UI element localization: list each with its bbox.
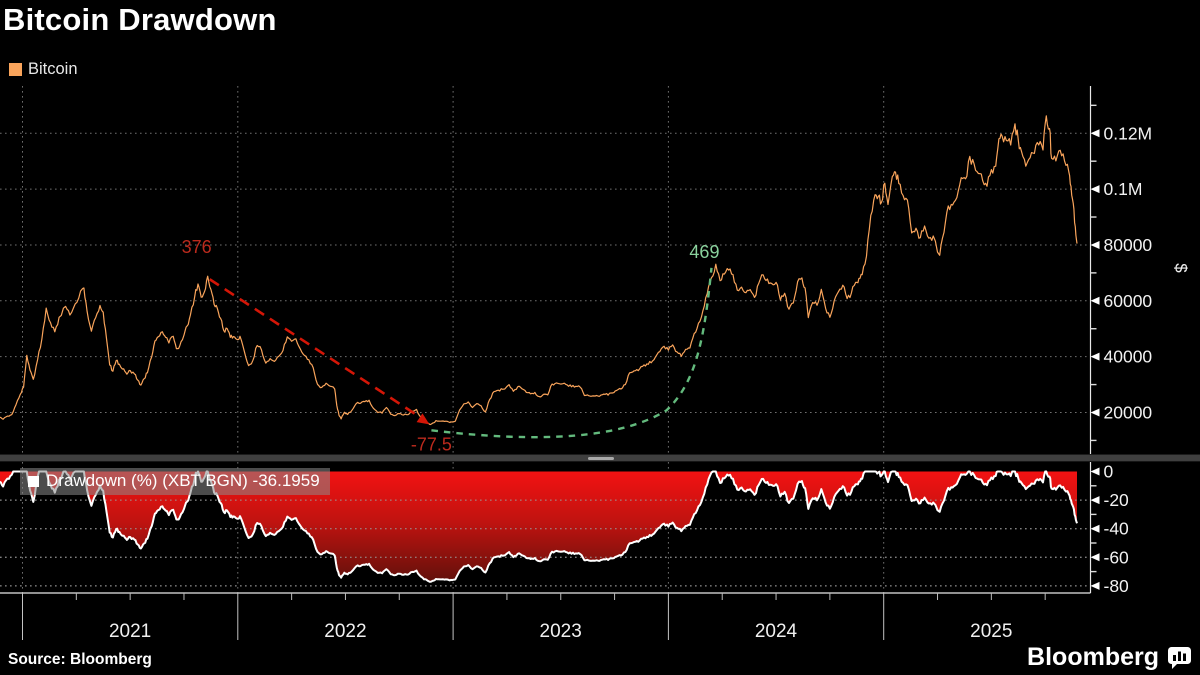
price-minor-tick xyxy=(1090,383,1097,386)
drawdown-minor-tick xyxy=(1090,570,1097,573)
price-minor-tick xyxy=(1090,104,1097,107)
year-label: 2022 xyxy=(324,621,366,642)
year-label: 2021 xyxy=(109,621,151,642)
drawdown-tick-label: -20 xyxy=(1104,490,1130,510)
price-minor-tick xyxy=(1090,272,1097,274)
divider-drag-handle[interactable] xyxy=(588,457,614,460)
price-minor-tick xyxy=(1090,328,1097,330)
bloomberg-logo-text: Bloomberg xyxy=(1027,643,1159,671)
price-legend-label: Bitcoin xyxy=(28,60,78,78)
price-minor-tick xyxy=(1090,160,1097,162)
price-axis-unit-label: $ xyxy=(1171,263,1191,273)
decline-dashed-line xyxy=(208,278,425,421)
bloomberg-logo-icon xyxy=(1168,646,1191,669)
chart-title: Bitcoin Drawdown xyxy=(3,2,277,37)
price-major-tick xyxy=(1090,240,1100,249)
drawdown-series xyxy=(0,470,1090,587)
bitcoin-price-line xyxy=(0,115,1078,426)
axes-frame xyxy=(0,86,1092,594)
price-legend[interactable]: Bitcoin xyxy=(9,60,78,79)
annotation-max-drawdown: -77.5 xyxy=(411,434,452,454)
year-label: 2024 xyxy=(755,621,798,642)
drawdown-axis: 0 -20 -40 -60 -80 xyxy=(1090,462,1130,596)
price-axis: 0.12M 0.1M 80000 60000 40000 20000 xyxy=(1090,104,1153,442)
drawdown-legend[interactable]: Drawdown (%) (XBT BGN) -36.1959 xyxy=(20,468,330,495)
drawdown-major-tick xyxy=(1090,581,1100,590)
year-label: 2023 xyxy=(540,621,582,642)
price-tick-label: 0.12M xyxy=(1104,123,1153,143)
year-label: 2025 xyxy=(970,621,1012,642)
bloomberg-logo: Bloomberg xyxy=(1027,643,1192,672)
price-series xyxy=(0,115,1078,426)
drawdown-major-tick xyxy=(1090,496,1100,505)
drawdown-major-tick xyxy=(1090,553,1100,562)
price-major-tick xyxy=(1090,408,1100,417)
drawdown-legend-swatch xyxy=(28,475,39,487)
price-minor-tick xyxy=(1090,216,1097,218)
price-tick-label: 0.1M xyxy=(1104,179,1143,199)
annotations: 376 -77.5 469 xyxy=(182,237,720,454)
price-major-tick xyxy=(1090,296,1100,305)
bitcoin-legend-swatch xyxy=(9,63,22,76)
price-major-tick xyxy=(1090,185,1100,194)
drawdown-tick-label: -60 xyxy=(1104,547,1130,567)
price-minor-tick xyxy=(1090,439,1097,442)
price-major-tick xyxy=(1090,129,1100,138)
drawdown-minor-tick xyxy=(1090,485,1097,487)
drawdown-major-tick xyxy=(1090,467,1100,476)
annotation-decline-days: 376 xyxy=(182,237,212,257)
annotation-recovery-days: 469 xyxy=(689,242,719,262)
drawdown-tick-label: -80 xyxy=(1104,576,1130,596)
drawdown-legend-label: Drawdown (%) (XBT BGN) -36.1959 xyxy=(46,471,320,490)
recovery-dashed-curve xyxy=(431,267,713,439)
drawdown-major-tick xyxy=(1090,524,1100,533)
price-tick-label: 20000 xyxy=(1104,403,1153,423)
time-axis: 2021 2022 2023 2024 2025 xyxy=(22,593,1046,642)
drawdown-minor-tick xyxy=(1090,542,1097,544)
drawdown-tick-label: 0 xyxy=(1104,462,1114,482)
price-tick-label: 80000 xyxy=(1104,235,1153,255)
price-tick-label: 60000 xyxy=(1104,291,1153,311)
price-major-tick xyxy=(1090,352,1100,361)
panel-divider[interactable] xyxy=(0,454,1200,462)
drawdown-line xyxy=(0,470,1078,583)
drawdown-tick-label: -40 xyxy=(1104,519,1130,539)
decline-arrowhead xyxy=(416,413,430,425)
source-credit: Source: Bloomberg xyxy=(8,651,152,668)
price-tick-label: 40000 xyxy=(1104,347,1153,367)
drawdown-minor-tick xyxy=(1090,513,1097,516)
